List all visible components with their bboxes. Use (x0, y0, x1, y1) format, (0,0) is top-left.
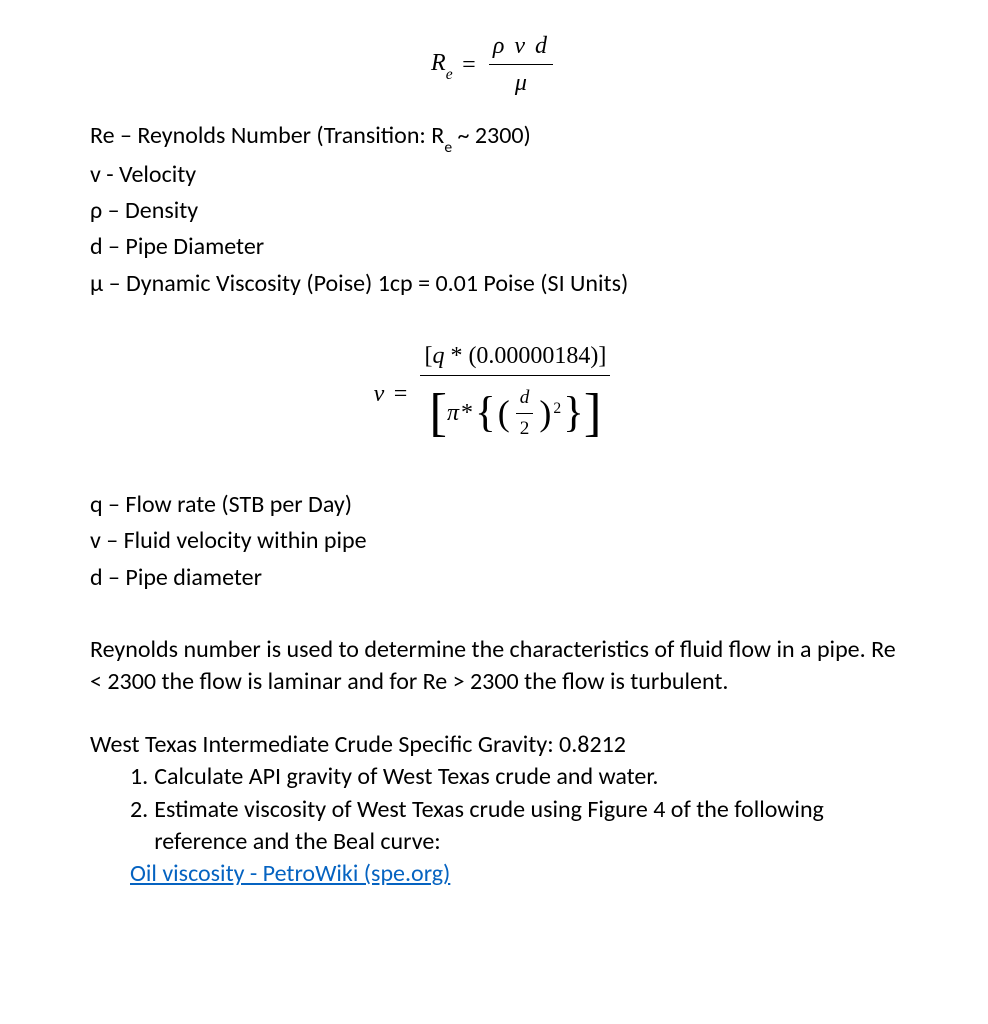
west-texas-section: West Texas Intermediate Crude Specific G… (90, 729, 898, 891)
def-velocity: v - Velocity (90, 159, 898, 191)
formula1-equals: = (461, 49, 477, 81)
definitions-block-2: q – Flow rate (STB per Day) v – Fluid ve… (90, 489, 898, 594)
def-pipe-diameter: d – Pipe diameter (90, 562, 898, 594)
def-fluid-velocity: v – Fluid velocity within pipe (90, 525, 898, 557)
formula2-denominator: [ π * { ( d 2 ) 2 } ] (425, 376, 605, 449)
formula1-sub-e: e (446, 66, 453, 83)
def-diameter: d – Pipe Diameter (90, 231, 898, 263)
list-item-2: 2. Estimate viscosity of West Texas crud… (130, 794, 898, 859)
def-viscosity: μ – Dynamic Viscosity (Poise) 1cp = 0.01… (90, 268, 898, 300)
def-density: ρ – Density (90, 195, 898, 227)
formula2-numerator: [q * (0.00000184)] (420, 340, 610, 375)
formula1-R: R (431, 50, 446, 76)
reynolds-formula: Re = ρ v d μ (90, 30, 898, 100)
def-reynolds: Re – Reynolds Number (Transition: Re ~ 2… (90, 120, 898, 155)
formula2-lhs: v (374, 378, 385, 410)
petrowiki-link[interactable]: Oil viscosity - PetroWiki (spe.org) (130, 859, 450, 888)
def-flowrate: q – Flow rate (STB per Day) (90, 489, 898, 521)
formula2-equals: = (392, 378, 408, 410)
definitions-block-1: Re – Reynolds Number (Transition: Re ~ 2… (90, 120, 898, 300)
velocity-formula: v = [q * (0.00000184)] [ π * { ( d 2 (90, 340, 898, 449)
wti-intro: West Texas Intermediate Crude Specific G… (90, 729, 898, 761)
formula1-denominator: μ (511, 65, 531, 99)
list-item-1: 1. Calculate API gravity of West Texas c… (130, 761, 898, 793)
formula1-numerator: ρ v d (489, 30, 553, 65)
reynolds-explanation: Reynolds number is used to determine the… (90, 634, 898, 699)
